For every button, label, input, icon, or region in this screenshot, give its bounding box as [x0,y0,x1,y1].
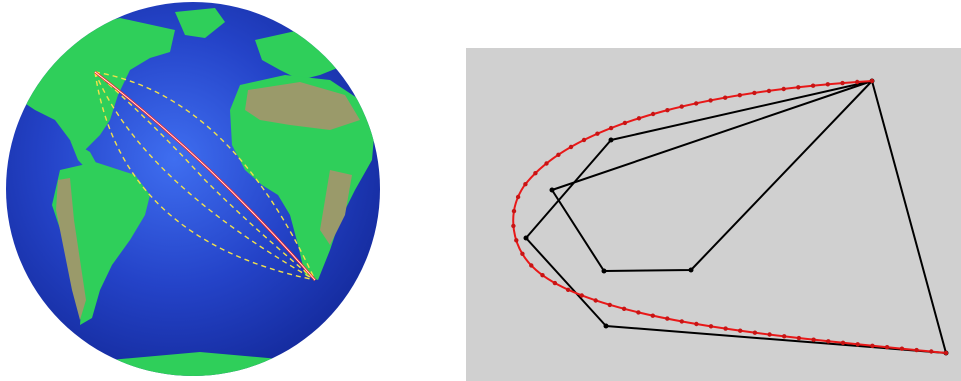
sample-point [825,82,830,87]
sample-point [556,152,561,157]
sample-point [511,223,516,229]
sample-point [650,313,655,318]
sample-point [523,182,528,187]
vertex [688,267,694,273]
sample-point [593,298,598,303]
sample-point [694,321,699,327]
vertex [549,187,555,193]
andes-highlands [56,178,86,320]
vertex [608,137,614,143]
sample-point [665,316,670,321]
sample-point [855,79,860,85]
greenland-landmass [175,8,225,38]
sample-point [811,337,816,342]
polygon-approx-panel [466,48,961,381]
outer-polygon [525,80,947,354]
sample-point [723,95,728,100]
sample-points [511,78,949,356]
sample-point [840,340,846,345]
sample-point [752,90,757,96]
plot-background [466,48,961,381]
sample-point [810,83,816,88]
sample-point [840,80,845,86]
sample-point [914,347,919,353]
sample-point [607,302,612,308]
sample-point [766,88,772,94]
sample-point [679,319,684,324]
sample-point [514,238,519,243]
approx-path-4 [94,71,316,281]
east-africa-highlands [320,170,352,245]
sample-point [826,339,831,344]
sample-point [796,85,801,90]
sample-point [515,194,521,200]
sample-point [708,98,713,103]
sample-point [520,251,525,256]
sample-point [694,101,699,106]
sample-point [622,120,628,126]
sample-point [767,332,772,337]
globe-figure [6,2,380,376]
sample-point [737,93,742,98]
sample-point [595,131,600,136]
sample-point [636,116,642,121]
sample-point [552,280,558,286]
sample-point [781,86,786,92]
vertex [523,235,529,241]
sample-point [529,263,534,268]
sample-point [581,137,587,143]
sample-point [621,306,627,311]
sample-point [782,334,787,339]
sample-point [869,78,875,84]
vertex [601,268,607,274]
sample-point [511,208,517,214]
sample-point [636,310,641,315]
sample-point [884,345,890,350]
sample-point [723,326,728,331]
sample-point [679,104,684,109]
sample-point [665,108,670,113]
great-circle-paths [94,71,316,281]
sample-point [544,161,549,166]
sample-point [708,324,714,329]
south-america-landmass [52,162,150,325]
sample-point [796,335,802,341]
sample-point [540,273,545,278]
great-circle-white [94,71,316,281]
sample-point [579,293,584,298]
sample-point [650,111,656,117]
vertex [603,323,609,329]
sahara-region [245,82,360,130]
sample-point [870,343,875,348]
polygon-approx-figure [466,48,961,381]
sample-point [533,171,538,176]
sample-point [738,328,743,333]
sample-point [855,342,860,347]
sample-point [943,350,949,356]
sample-point [565,287,571,292]
approx-path-3 [94,71,316,281]
sample-point [929,349,934,354]
sample-point [899,346,905,351]
globe-panel [0,0,390,381]
target-curve [512,80,947,354]
sample-point [568,144,574,150]
sample-point [608,125,614,131]
sample-point [752,330,758,335]
approx-path-1 [94,71,316,281]
approx-path-2 [94,71,316,281]
